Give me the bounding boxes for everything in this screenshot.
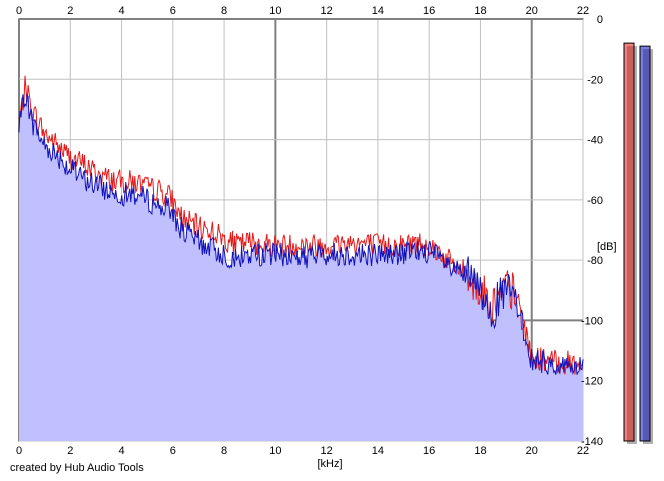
x-tick-label-top: 4 bbox=[118, 5, 124, 17]
y-tick-labels: 0 -20 -40 -60 -80 -100 -120 -140 bbox=[581, 14, 603, 448]
spectrum-area bbox=[19, 94, 583, 442]
x-tick-label-bottom: 6 bbox=[170, 445, 176, 457]
level-meter-channel-2 bbox=[639, 45, 651, 442]
x-tick-label-bottom: 8 bbox=[221, 445, 227, 457]
y-tick-label: -40 bbox=[587, 135, 603, 147]
x-tick-label-top: 22 bbox=[577, 5, 589, 17]
level-meter-channel-1 bbox=[623, 42, 635, 442]
credit-text: created by Hub Audio Tools bbox=[10, 462, 144, 474]
x-tick-label-bottom: 12 bbox=[321, 445, 333, 457]
x-tick-label-bottom: 20 bbox=[526, 445, 538, 457]
x-tick-label-bottom: 14 bbox=[372, 445, 384, 457]
x-tick-label-top: 2 bbox=[67, 5, 73, 17]
x-tick-label-bottom: 22 bbox=[577, 445, 589, 457]
y-tick-label: -120 bbox=[581, 376, 603, 388]
y-tick-label: -140 bbox=[581, 436, 603, 448]
x-tick-label-top: 6 bbox=[170, 5, 176, 17]
x-tick-label-top: 16 bbox=[423, 5, 435, 17]
x-tick-labels-top: 0 2 4 6 8 10 12 14 16 18 20 22 bbox=[16, 5, 589, 17]
x-tick-label-top: 10 bbox=[269, 5, 281, 17]
x-tick-label-top: 12 bbox=[321, 5, 333, 17]
y-tick-label: -100 bbox=[581, 315, 603, 327]
x-tick-label-bottom: 0 bbox=[16, 445, 22, 457]
x-tick-label-bottom: 4 bbox=[118, 445, 124, 457]
level-meters bbox=[623, 42, 653, 444]
series-line-channel-2 bbox=[18, 93, 584, 376]
x-tick-label-bottom: 2 bbox=[67, 445, 73, 457]
series-line-channel-1 bbox=[18, 75, 584, 375]
x-tick-label-top: 18 bbox=[474, 5, 486, 17]
y-tick-label: -60 bbox=[587, 195, 603, 207]
x-tick-label-top: 0 bbox=[16, 5, 22, 17]
x-tick-labels-bottom: 0 2 4 6 8 10 12 14 16 18 20 22 bbox=[16, 445, 589, 457]
spectrum-fill bbox=[19, 94, 583, 442]
y-tick-label: -80 bbox=[587, 255, 603, 267]
x-axis-label: [kHz] bbox=[317, 458, 342, 470]
y-tick-label: 0 bbox=[597, 14, 603, 26]
y-tick-label: -20 bbox=[587, 74, 603, 86]
x-tick-label-bottom: 10 bbox=[269, 445, 281, 457]
spectrum-lines bbox=[18, 75, 584, 376]
x-tick-label-bottom: 16 bbox=[423, 445, 435, 457]
x-tick-label-top: 14 bbox=[372, 5, 384, 17]
x-tick-label-top: 8 bbox=[221, 5, 227, 17]
y-axis-label: [dB] bbox=[597, 241, 617, 253]
x-tick-label-top: 20 bbox=[526, 5, 538, 17]
x-tick-label-bottom: 18 bbox=[474, 445, 486, 457]
